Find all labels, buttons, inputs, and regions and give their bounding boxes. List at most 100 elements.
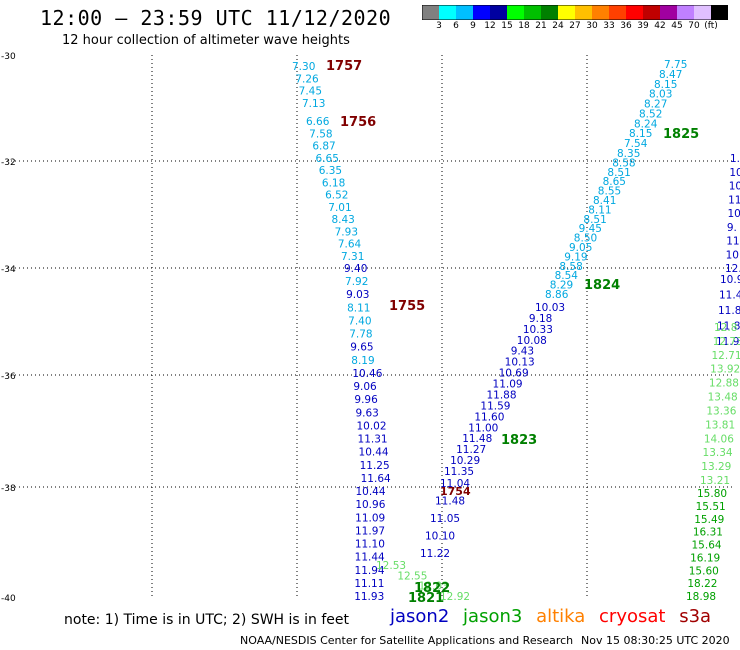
colorbar-swatch (694, 5, 711, 20)
colorbar-swatch (711, 5, 728, 20)
swh-value-1755: 10.44 (359, 447, 389, 459)
swh-value-1755: 9.65 (350, 342, 373, 354)
swh-value-1824: 9.45 (579, 223, 602, 235)
swh-value-1756: 7.64 (338, 239, 362, 251)
color-scale-labels: 3 6 9 12 15 18 21 24 27 30 33 36 39 42 45 70 (ft) (422, 21, 728, 35)
footer-note: note: 1) Time is in UTC; 2) SWH is in fe… (64, 612, 350, 628)
colorbar-label: 9 (470, 21, 476, 31)
swh-value-1825: 7.75 (664, 59, 687, 71)
swh-value-1824: 8.54 (555, 270, 579, 282)
swh-value-1823: 10.03 (535, 302, 565, 314)
swh-value-1823: 11.48 (462, 433, 492, 445)
swh-value-1756: 7.58 (309, 128, 332, 140)
swh-value-1823: 11.59 (480, 400, 510, 412)
swh-value-1756: 7.01 (328, 202, 351, 214)
swh-value-edge: 13.34 (703, 447, 733, 459)
colorbar-swatch (643, 5, 660, 20)
swh-value-1755: 11.94 (355, 565, 385, 577)
colorbar-swatch (575, 5, 592, 20)
pass-time-label: 1754 (440, 485, 471, 498)
legend-s3a: s3a (679, 606, 712, 627)
swh-value-1825: 8.52 (639, 108, 662, 120)
swh-value-edge: 12.73 (713, 336, 740, 348)
swh-value-1824: 8.58 (559, 261, 582, 273)
legend-altika: altika (536, 606, 586, 627)
swh-value-edge: 10 (729, 167, 740, 179)
swh-value-1757: 7.26 (295, 73, 319, 85)
map-subtitle: 12 hour collection of altimeter wave hei… (62, 33, 350, 48)
colorbar-swatch (558, 5, 575, 20)
swh-value-edge: 15.80 (697, 488, 727, 500)
swh-value-1754: 11.04 (440, 478, 470, 490)
swh-value-1756: 6.18 (322, 177, 345, 189)
swh-value-1755: 9.96 (354, 394, 378, 406)
colorbar-label: 36 (620, 21, 632, 31)
swh-value-edge: 13.36 (706, 405, 736, 417)
swh-value-1755: 11.11 (354, 578, 384, 590)
swh-value-1754: 10.10 (425, 531, 455, 543)
swh-value-edge: 11.9 (716, 336, 739, 348)
swh-value-1754: 11.22 (420, 548, 450, 560)
swh-value-1823: 10.29 (450, 455, 480, 467)
swh-value-edge: 11 (726, 236, 739, 248)
swh-value-edge: 10.9 (720, 274, 740, 286)
swh-value-1825: 8.15 (654, 79, 677, 91)
swh-value-1755: 11.10 (355, 539, 385, 551)
colorbar-label: 15 (501, 21, 513, 31)
swh-value-1821: 12.92 (440, 591, 470, 603)
swh-value-edge: 10 (729, 181, 740, 193)
pass-time-label: 1755 (389, 299, 425, 314)
colorbar-swatch (524, 5, 541, 20)
swh-value-edge: 18.98 (686, 591, 716, 603)
colorbar-label: 12 (484, 21, 496, 31)
satellite-legend: jason2 jason3 altika cryosat s3a (390, 606, 719, 627)
swh-value-edge: 13.81 (705, 419, 735, 431)
swh-value-1821: 12.03 (419, 581, 449, 593)
swh-value-1825: 8.24 (634, 118, 658, 130)
swh-value-1823: 9.18 (529, 313, 552, 325)
swh-value-edge: 12.88 (709, 378, 739, 390)
swh-value-edge: 12.71 (711, 350, 740, 362)
map-title: 12:00 – 23:59 UTC 11/12/2020 (40, 6, 392, 30)
swh-value-edge: 13.48 (708, 392, 738, 404)
colorbar-swatch (677, 5, 694, 20)
swh-value-1824: 8.11 (588, 204, 611, 216)
swh-value-1756: 6.87 (312, 141, 335, 153)
colorbar-swatch (473, 5, 490, 20)
swh-value-1824: 9.19 (564, 251, 587, 263)
swh-value-edge: 13.21 (700, 475, 730, 487)
swh-value-1824: 8.55 (598, 186, 621, 198)
swh-value-edge: 10. (726, 249, 740, 261)
colorbar-swatch (490, 5, 507, 20)
colorbar-label: 18 (518, 21, 530, 31)
swh-value-1757: 7.45 (299, 86, 322, 98)
swh-value-1756: 6.35 (319, 165, 342, 177)
colorbar-swatch (626, 5, 643, 20)
swh-value-edge: 13.29 (701, 461, 731, 473)
pass-time-label: 1757 (326, 59, 362, 74)
swh-value-1755: 11.97 (355, 525, 385, 537)
colorbar-label: 45 (671, 21, 683, 31)
colorbar-label: 42 (654, 21, 666, 31)
colorbar-swatch (541, 5, 558, 20)
swh-value-1823: 11.09 (493, 379, 523, 391)
swh-value-1821: 12.53 (376, 560, 406, 572)
colorbar-swatch (456, 5, 473, 20)
swh-value-1754: 11.48 (435, 496, 465, 508)
swh-value-1756: 8.43 (331, 214, 354, 226)
swh-value-edge: 12. (725, 263, 740, 275)
swh-value-1824: 9.05 (569, 242, 592, 254)
swh-value-1823: 11.88 (486, 389, 516, 401)
swh-value-1756: 6.52 (325, 190, 348, 202)
swh-value-edge: 11.4 (719, 290, 740, 302)
swh-value-1824: 8.51 (583, 214, 606, 226)
swh-value-1823: 10.13 (505, 357, 535, 369)
lat-tick-label: -36 (1, 372, 16, 382)
swh-value-edge: 16.19 (690, 552, 720, 564)
colorbar-swatch (660, 5, 677, 20)
swh-value-1755: 7.78 (349, 329, 372, 341)
legend-jason2: jason2 (390, 606, 450, 627)
color-scale-bar (422, 5, 728, 20)
swh-value-1755: 11.25 (360, 460, 390, 472)
swh-value-1756: 7.93 (335, 226, 358, 238)
